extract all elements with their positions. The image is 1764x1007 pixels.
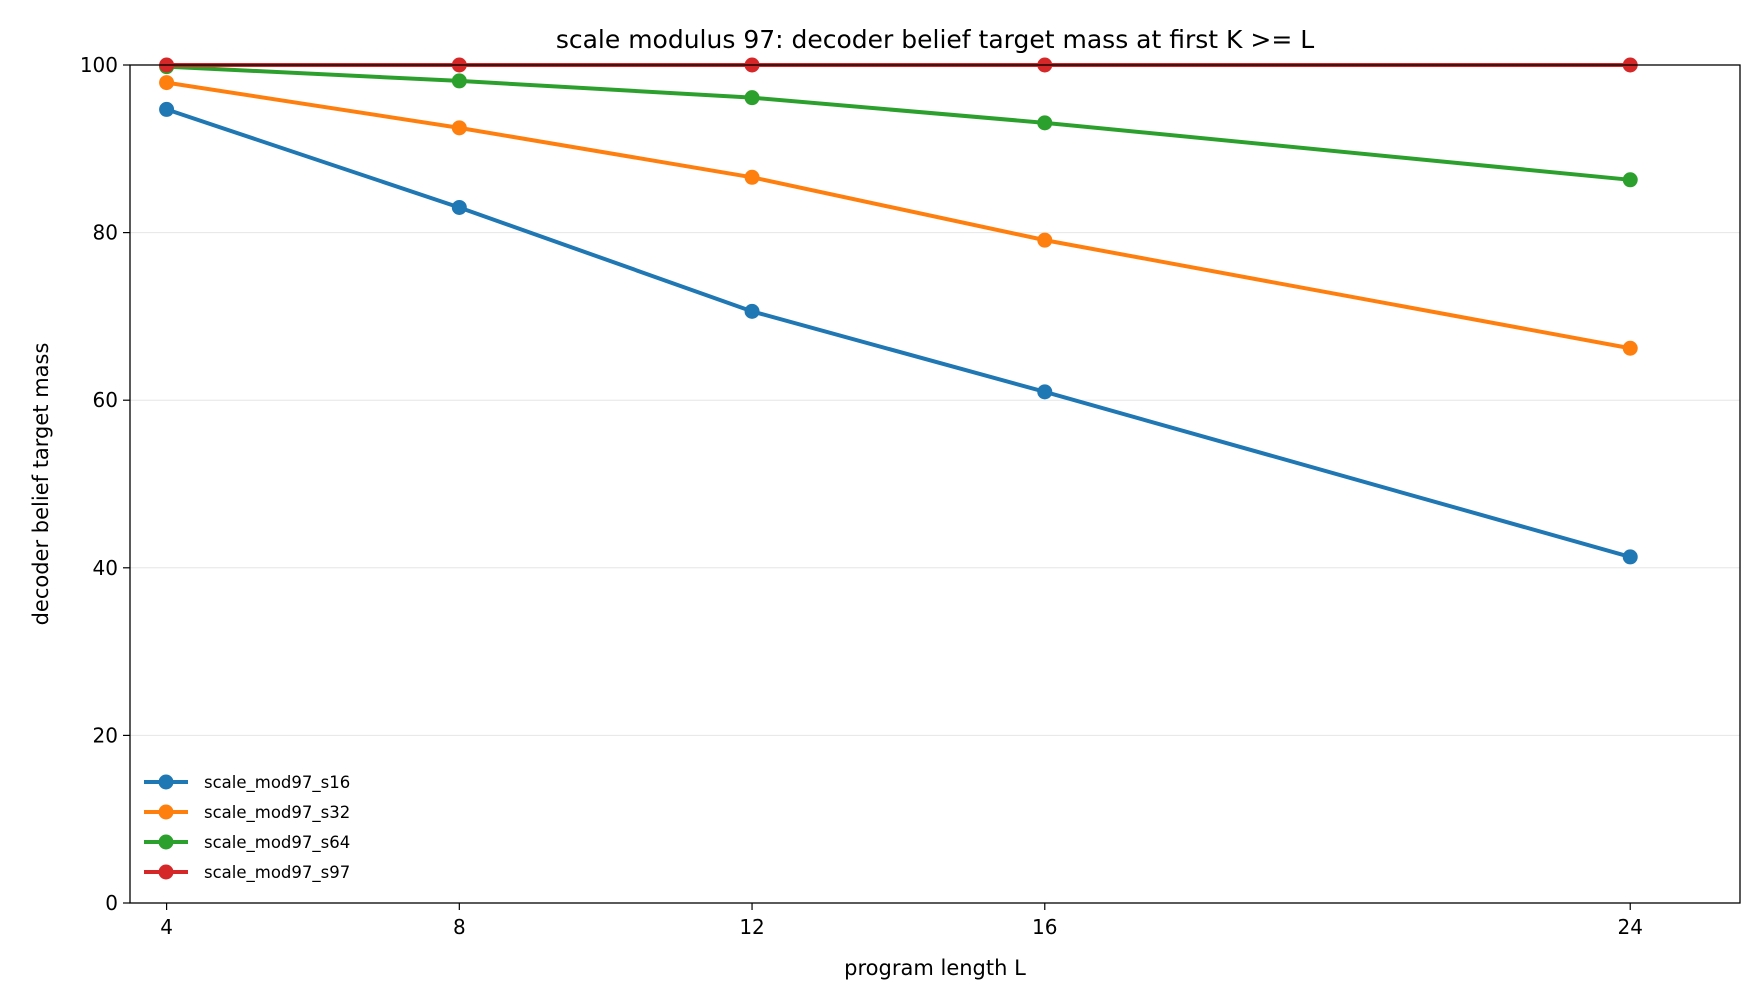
legend-label: scale_mod97_s64 [204,833,350,853]
x-tick-label: 24 [1618,915,1643,939]
data-point [1037,384,1053,400]
x-tick-label: 16 [1032,915,1057,939]
plot-frame [129,64,1741,904]
y-tick-label: 60 [93,388,118,412]
data-point [451,120,467,136]
data-point [451,73,467,89]
y-tick-label: 80 [93,221,118,245]
data-point [744,90,760,106]
series-scale_mod97_s32 [159,75,1638,356]
legend-item: scale_mod97_s16 [144,773,350,793]
legend-label: scale_mod97_s97 [204,863,350,883]
y-tick-label: 100 [80,53,118,77]
y-axis-label: decoder belief target mass [29,343,53,626]
x-tick-label: 8 [453,915,466,939]
legend-item: scale_mod97_s32 [144,803,350,823]
x-tick-label: 4 [160,915,173,939]
data-point [1622,172,1638,188]
legend-marker [158,834,174,850]
x-tick-label: 12 [739,915,764,939]
legend-item: scale_mod97_s64 [144,833,350,853]
y-tick-label: 0 [105,891,118,915]
axes: 0 20 40 60 80 100 4 8 12 16 24 [80,53,1643,939]
data-point [1037,232,1053,248]
legend-label: scale_mod97_s32 [204,803,350,823]
data-point [1037,115,1053,131]
data-point [744,303,760,319]
data-point [451,199,467,215]
chart-title: scale modulus 97: decoder belief target … [556,25,1314,54]
data-point [744,169,760,185]
legend-label: scale_mod97_s16 [204,773,350,793]
data-point [1622,340,1638,356]
x-axis-label: program length L [844,956,1026,980]
legend: scale_mod97_s16 scale_mod97_s32 scale_mod9… [144,773,350,883]
legend-marker [158,774,174,790]
data-point [159,75,175,91]
legend-marker [158,864,174,880]
legend-marker [158,804,174,820]
series-scale_mod97_s16 [159,101,1638,565]
y-tick-label: 40 [93,556,118,580]
data-point [1622,549,1638,565]
y-tick-label: 20 [93,723,118,747]
data-point [159,101,175,117]
legend-item: scale_mod97_s97 [144,863,350,883]
